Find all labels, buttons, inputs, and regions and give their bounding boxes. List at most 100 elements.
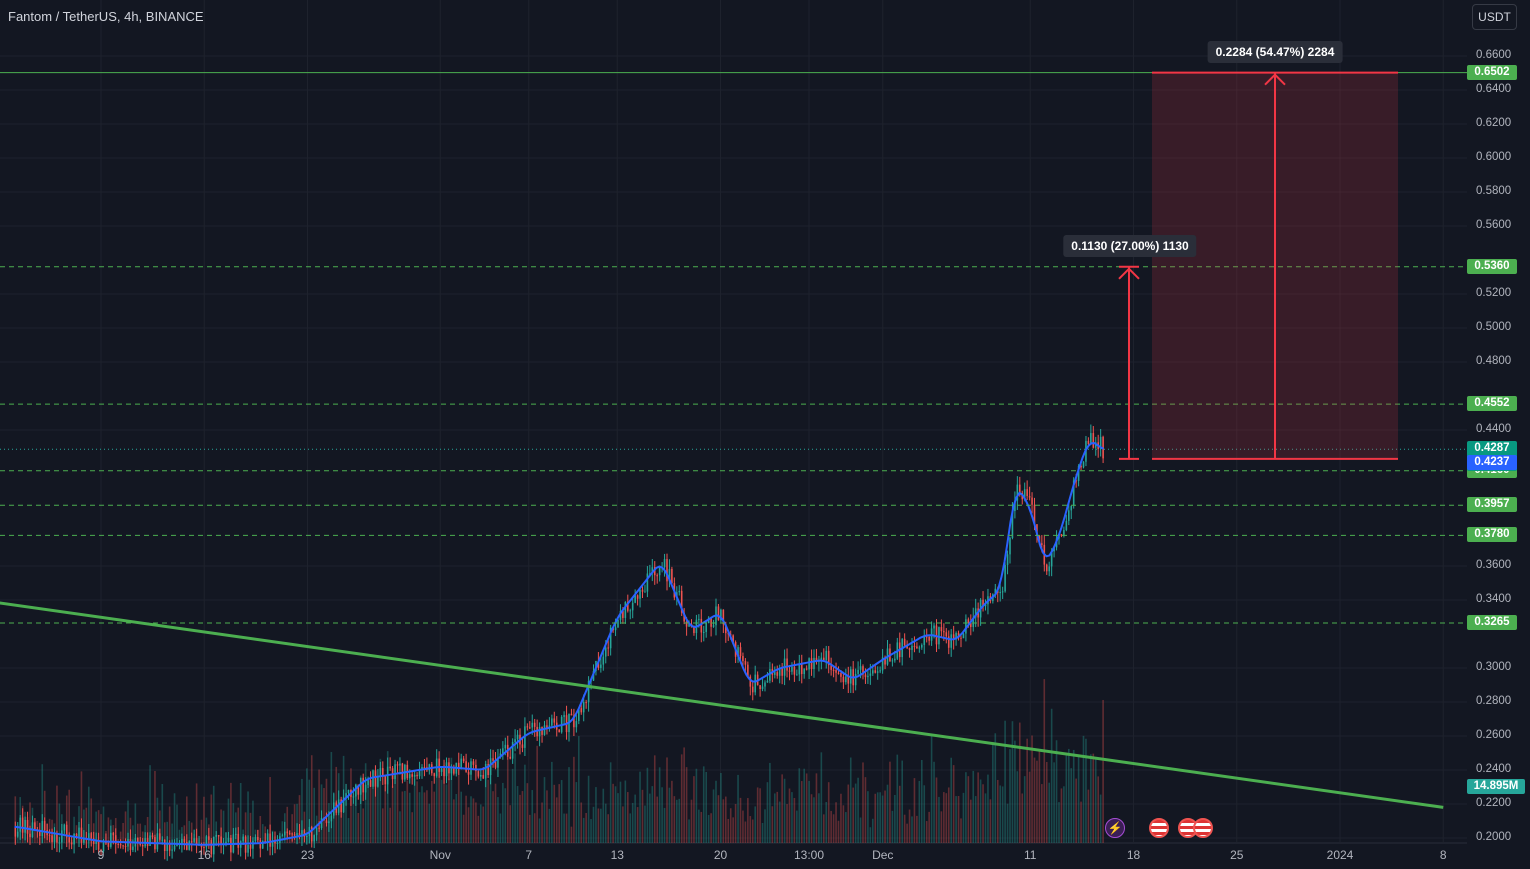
volume-bar bbox=[886, 784, 889, 843]
volume-bar bbox=[472, 798, 475, 843]
candle-body bbox=[137, 837, 139, 843]
candle-body bbox=[710, 617, 712, 627]
volume-bar bbox=[573, 756, 575, 843]
candle-body bbox=[600, 664, 602, 668]
candle-body bbox=[857, 669, 859, 674]
candle-body bbox=[813, 657, 815, 669]
volume-bar bbox=[774, 793, 776, 843]
candle-body bbox=[320, 818, 323, 829]
candle-body bbox=[653, 567, 656, 576]
candle-body bbox=[26, 819, 29, 834]
volume-bar bbox=[65, 795, 68, 843]
volume-bar bbox=[195, 783, 198, 843]
candle-body bbox=[301, 830, 303, 837]
candle-body bbox=[864, 674, 867, 678]
price-tick-label: 0.3600 bbox=[1476, 559, 1512, 571]
candle-body bbox=[1031, 497, 1033, 505]
volume-bar bbox=[154, 771, 156, 843]
volume-bar bbox=[413, 778, 416, 843]
candle-body bbox=[698, 618, 700, 620]
candle-body bbox=[70, 842, 73, 845]
currency-button[interactable]: USDT bbox=[1472, 4, 1517, 30]
candle-body bbox=[465, 761, 467, 772]
candle-body bbox=[940, 627, 943, 632]
candle-body bbox=[443, 768, 445, 777]
volume-bar bbox=[666, 757, 668, 843]
us-flag-icon[interactable] bbox=[1193, 818, 1213, 838]
volume-bar bbox=[14, 796, 17, 843]
volume-bar bbox=[359, 775, 362, 843]
candle-body bbox=[827, 650, 830, 666]
candle-body bbox=[416, 774, 418, 777]
volume-bar bbox=[575, 782, 578, 843]
candle-body bbox=[776, 672, 779, 676]
volume-bar bbox=[967, 776, 970, 843]
volume-bar bbox=[519, 794, 521, 843]
candle-body bbox=[551, 718, 553, 726]
volume-bar bbox=[291, 814, 293, 843]
candle-body bbox=[330, 815, 333, 822]
volume-bar bbox=[1087, 789, 1090, 843]
volume-bar bbox=[102, 806, 105, 843]
candle-body bbox=[462, 758, 465, 762]
volume-bar bbox=[529, 814, 531, 843]
candle-body bbox=[492, 758, 494, 761]
volume-bar bbox=[849, 757, 852, 843]
candle-body bbox=[502, 748, 504, 754]
candle-body bbox=[1009, 538, 1011, 555]
volume-bar bbox=[494, 783, 497, 843]
volume-bar bbox=[565, 813, 568, 843]
volume-bar bbox=[137, 823, 139, 843]
candle-body bbox=[641, 589, 644, 592]
candle-body bbox=[235, 833, 237, 835]
volume-bar bbox=[183, 825, 186, 843]
candle-body bbox=[261, 841, 264, 849]
candle-body bbox=[646, 573, 649, 592]
candle-body bbox=[808, 658, 810, 670]
volume-bar bbox=[916, 815, 918, 843]
candle-body bbox=[1028, 496, 1031, 498]
candle-body bbox=[774, 672, 776, 675]
volume-bar bbox=[597, 808, 600, 843]
candle-body bbox=[396, 764, 399, 766]
volume-bar bbox=[379, 758, 382, 843]
candle-body bbox=[374, 770, 377, 787]
us-flag-icon[interactable] bbox=[1149, 818, 1169, 838]
volume-bar bbox=[1072, 749, 1075, 843]
candle-body bbox=[967, 619, 970, 623]
candle-body bbox=[960, 637, 962, 639]
volume-bar bbox=[764, 809, 766, 843]
candle-body bbox=[205, 836, 208, 848]
volume-bar bbox=[362, 808, 364, 843]
candle-body bbox=[78, 827, 80, 837]
volume-bar bbox=[1077, 755, 1080, 843]
candle-body bbox=[88, 833, 90, 840]
candle-body bbox=[845, 676, 847, 683]
volume-bar bbox=[394, 775, 396, 843]
candle-body bbox=[384, 775, 387, 785]
volume-bar bbox=[563, 813, 565, 843]
volume-bar bbox=[416, 781, 418, 843]
candle-body bbox=[609, 627, 612, 649]
volume-bar bbox=[433, 791, 436, 843]
volume-bar bbox=[715, 780, 717, 843]
candle-body bbox=[183, 838, 186, 842]
volume-bar bbox=[526, 783, 529, 843]
volume-bar bbox=[203, 796, 205, 843]
flash-icon[interactable]: ⚡ bbox=[1105, 818, 1125, 838]
volume-bar bbox=[477, 815, 480, 843]
volume-bar bbox=[1028, 771, 1031, 843]
candle-body bbox=[382, 768, 384, 776]
candle-body bbox=[693, 627, 695, 634]
volume-bar bbox=[345, 799, 347, 843]
volume-bar bbox=[1092, 753, 1095, 843]
candle-body bbox=[124, 845, 127, 847]
volume-bar bbox=[489, 761, 492, 843]
candle-body bbox=[778, 667, 781, 676]
level-price-tag: 0.6502 bbox=[1467, 64, 1517, 80]
volume-bar bbox=[977, 772, 979, 843]
candle-body bbox=[1004, 564, 1006, 592]
volume-bar bbox=[700, 811, 703, 843]
